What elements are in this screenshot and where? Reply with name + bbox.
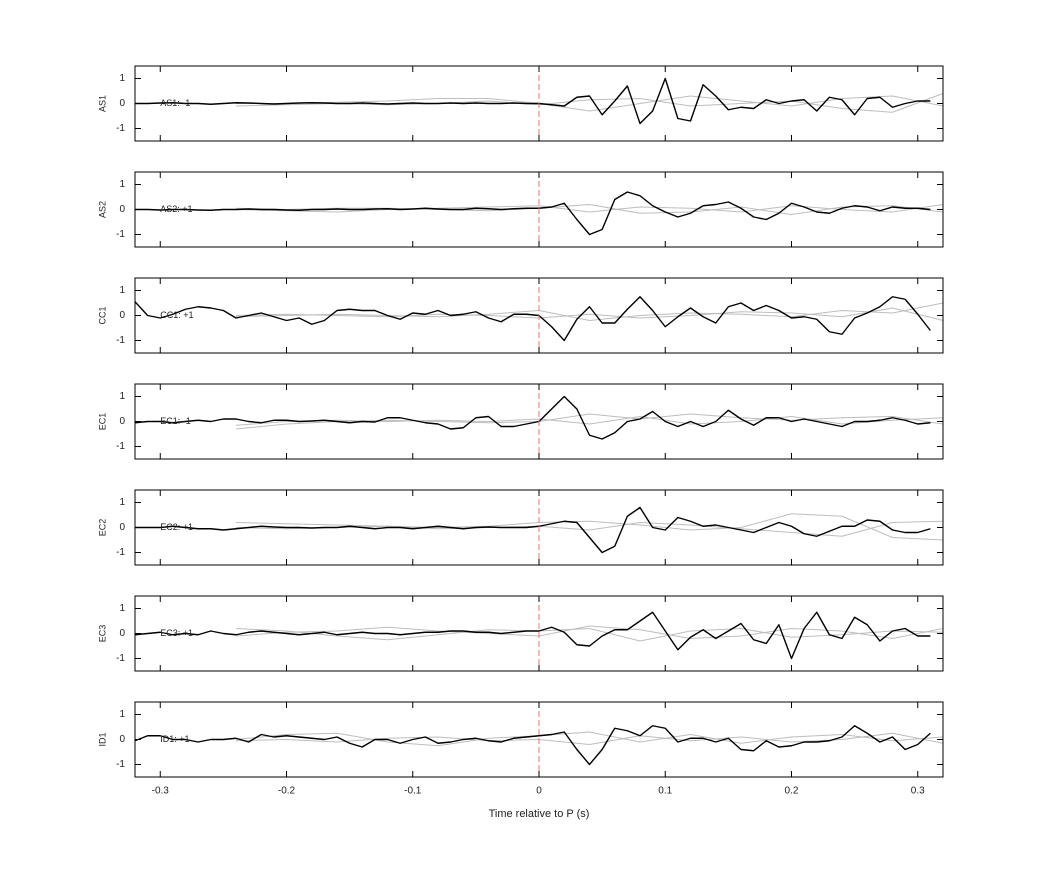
- y-tick-label: 0: [119, 416, 125, 427]
- y-tick-label: 0: [119, 98, 125, 109]
- reference-line: [235, 413, 944, 430]
- reference-line: [235, 628, 944, 642]
- subplot: -1 0 1 AS1: -1 AS1: [97, 65, 944, 142]
- y-tick-label: 1: [119, 603, 125, 614]
- annotation: CC1: +1: [160, 310, 193, 320]
- y-tick-label: -1: [116, 441, 125, 452]
- subplot: -1 0 1 CC1: +1 CC1: [97, 277, 944, 354]
- y-axis-label: EC2: [97, 519, 107, 537]
- y-tick-label: 0: [119, 522, 125, 533]
- reference-line: [235, 732, 944, 745]
- y-tick-label: 1: [119, 497, 125, 508]
- y-tick-label: 0: [119, 628, 125, 639]
- y-tick-label: 1: [119, 391, 125, 402]
- y-axis-label: EC3: [97, 625, 107, 643]
- reference-line: [235, 513, 944, 541]
- annotation: AS2: +1: [160, 204, 192, 214]
- annotation: ID1: +1: [160, 734, 189, 744]
- y-axis-label: AS2: [97, 201, 107, 218]
- y-tick-label: -1: [116, 123, 125, 134]
- signal-line: [135, 77, 931, 125]
- reference-line: [235, 204, 944, 213]
- y-tick-label: 0: [119, 310, 125, 321]
- reference-line: [235, 731, 944, 747]
- reference-line: [235, 307, 944, 321]
- annotation: AS1: -1: [160, 98, 190, 108]
- y-axis-label: EC1: [97, 413, 107, 431]
- y-axis-label: ID1: [97, 732, 107, 746]
- x-tick-label: 0.2: [785, 786, 799, 797]
- annotation: EC2: +1: [160, 522, 193, 532]
- y-tick-label: 0: [119, 204, 125, 215]
- signal-line: [135, 191, 931, 236]
- subplot: -1 0 1 AS2: +1 AS2: [97, 171, 944, 248]
- signal-line: [135, 506, 931, 554]
- subplot: -1 0 1 EC3: +1 EC3: [97, 595, 944, 672]
- annotation: EC1: -1: [160, 416, 191, 426]
- y-tick-label: 1: [119, 285, 125, 296]
- y-tick-label: -1: [116, 547, 125, 558]
- signal-line: [134, 296, 931, 342]
- y-axis-label: CC1: [97, 306, 107, 324]
- signal-line: [134, 725, 931, 766]
- reference-line: [235, 302, 944, 321]
- subplot: -1 0 1 EC1: -1 EC1: [97, 383, 944, 460]
- x-tick-label: 0.3: [911, 786, 925, 797]
- y-tick-label: 1: [119, 709, 125, 720]
- signal-line: [134, 395, 931, 440]
- subplot: -1 0 1 EC2: +1 EC2: [97, 489, 944, 566]
- annotation: EC3: +1: [160, 628, 193, 638]
- x-tick-label: -0.2: [278, 786, 296, 797]
- y-axis-label: AS1: [97, 95, 107, 112]
- x-tick-label: -0.3: [152, 786, 170, 797]
- y-tick-label: 0: [119, 734, 125, 745]
- y-tick-label: -1: [116, 653, 125, 664]
- reference-line: [235, 625, 944, 639]
- y-tick-label: 1: [119, 179, 125, 190]
- signal-line: [134, 611, 931, 660]
- x-axis-label: Time relative to P (s): [489, 808, 590, 820]
- y-tick-label: -1: [116, 335, 125, 346]
- y-tick-label: 1: [119, 73, 125, 84]
- y-tick-label: -1: [116, 759, 125, 770]
- subplot: -1 0 1 -0.3 -0.2 -0.1 0 0.1 0.2 0.3 ID1: +1 ID1 Time…: [97, 701, 944, 820]
- y-tick-label: -1: [116, 229, 125, 240]
- x-tick-label: 0: [536, 786, 542, 797]
- x-tick-label: -0.1: [404, 786, 422, 797]
- reference-line: [235, 204, 944, 215]
- x-tick-label: 0.1: [658, 786, 672, 797]
